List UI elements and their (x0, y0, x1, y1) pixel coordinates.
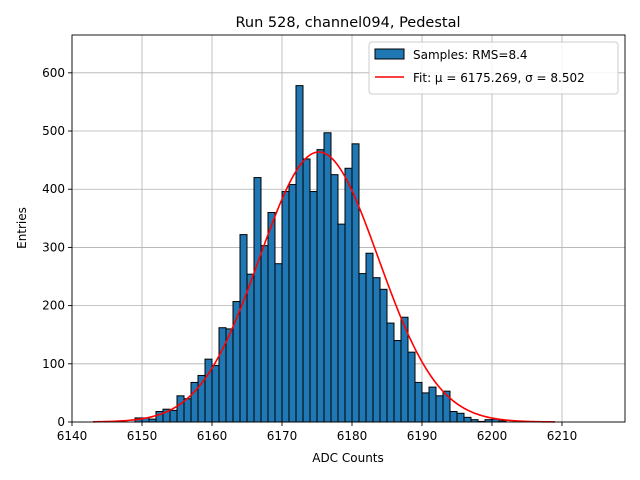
histogram-bar (386, 322, 395, 423)
x-tick-label: 6140 (57, 429, 88, 443)
histogram-bar (379, 288, 388, 423)
histogram-bar (351, 143, 360, 423)
x-tick-label: 6200 (477, 429, 508, 443)
histogram-bar (463, 416, 472, 423)
legend-label-samples: Samples: RMS=8.4 (413, 48, 528, 62)
plot-frame (71, 34, 626, 423)
legend-label-fit: Fit: μ = 6175.269, σ = 8.502 (413, 71, 585, 85)
histogram-bar (365, 252, 374, 423)
histogram-bar (302, 158, 311, 423)
y-tick-label: 400 (42, 182, 65, 196)
histogram-bar (428, 386, 437, 423)
histogram-bar (225, 328, 234, 423)
histogram-bar (372, 277, 381, 423)
histogram-bar (281, 191, 290, 423)
histogram-bar (246, 273, 255, 423)
histogram-bar (239, 234, 248, 423)
y-tick-label: 100 (42, 357, 65, 371)
histogram-bar (211, 365, 220, 423)
legend-box (368, 41, 619, 95)
histogram-bar (421, 392, 430, 423)
histogram-bar (218, 327, 227, 423)
x-tick-label: 6150 (127, 429, 158, 443)
histogram-bar (449, 411, 458, 423)
x-tick-label: 6160 (197, 429, 228, 443)
histogram-bar (316, 149, 325, 423)
histogram-bar (407, 351, 416, 423)
histogram-bar (183, 398, 192, 423)
x-tick-label: 6210 (547, 429, 578, 443)
histogram-bar (295, 85, 304, 423)
x-axis-label: ADC Counts (312, 451, 384, 465)
histogram-bar (267, 211, 276, 423)
x-tick-label: 6170 (267, 429, 298, 443)
legend-swatch-bars (374, 48, 405, 60)
histogram-bar (274, 263, 283, 423)
x-axis-ticks: 6140 6150 6160 6170 6180 6190 6200 6210 (57, 422, 578, 443)
histogram-bar (309, 191, 318, 423)
histogram-bar (176, 395, 185, 423)
histogram-bar (288, 184, 297, 423)
histogram-bar (169, 409, 178, 423)
x-tick-label: 6190 (407, 429, 438, 443)
histogram-bar (253, 177, 262, 423)
y-tick-label: 500 (42, 124, 65, 138)
y-axis-ticks: 0 100 200 300 400 500 600 (42, 66, 72, 429)
histogram-bar (323, 132, 332, 423)
y-tick-label: 0 (57, 415, 65, 429)
histogram-bar (330, 174, 339, 423)
y-tick-label: 300 (42, 240, 65, 254)
histogram-bar (456, 412, 465, 423)
chart-title: Run 528, channel094, Pedestal (235, 15, 460, 31)
legend: Samples: RMS=8.4 Fit: μ = 6175.269, σ = … (368, 41, 619, 95)
x-tick-label: 6180 (337, 429, 368, 443)
histogram-bar (358, 273, 367, 423)
histogram-bar (414, 381, 423, 423)
y-tick-label: 200 (42, 299, 65, 313)
y-axis-label: Entries (15, 207, 29, 249)
histogram-bar (337, 223, 346, 423)
histogram-bar (393, 340, 402, 423)
y-tick-label: 600 (42, 66, 65, 80)
histogram-bar (260, 245, 269, 423)
fit-curve (92, 151, 556, 423)
histogram-bar (344, 167, 353, 423)
histogram-bar (435, 395, 444, 423)
